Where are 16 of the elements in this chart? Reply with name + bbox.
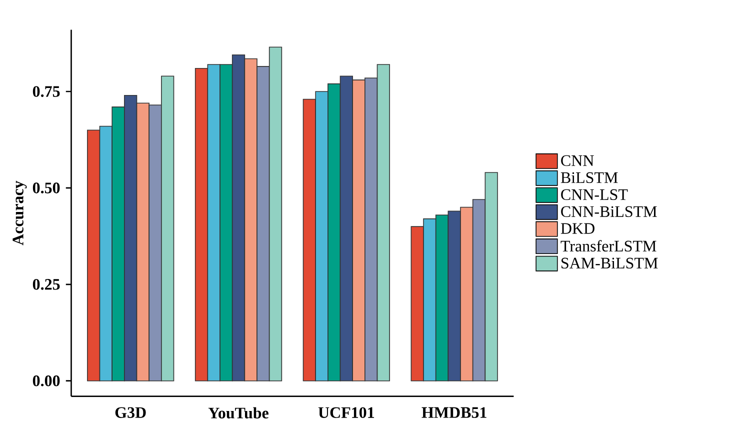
- legend-label: CNN: [561, 155, 594, 166]
- y-tick-label: 0.25: [32, 279, 60, 290]
- legend-label: BiLSTM: [560, 172, 618, 184]
- legend-label: SAM-BiLSTM: [562, 258, 658, 269]
- legend-label: CNN-BiLSTM: [561, 206, 657, 218]
- legend-label: CNN-LST: [561, 189, 628, 200]
- y-tick-label: 0.50: [32, 182, 60, 194]
- x-tick-label: YouTube: [208, 407, 268, 419]
- legend-label: DKD: [560, 223, 594, 234]
- x-tick-label: HMDB51: [422, 407, 486, 418]
- y-axis-title: Accuracy: [12, 180, 27, 246]
- y-tick-label: 0.00: [32, 375, 60, 386]
- y-tick-label: 0.75: [32, 86, 60, 98]
- x-tick-label: G3D: [115, 407, 146, 418]
- legend-label: TransferLSTM: [560, 240, 656, 252]
- x-tick-label: UCF101: [318, 407, 374, 418]
